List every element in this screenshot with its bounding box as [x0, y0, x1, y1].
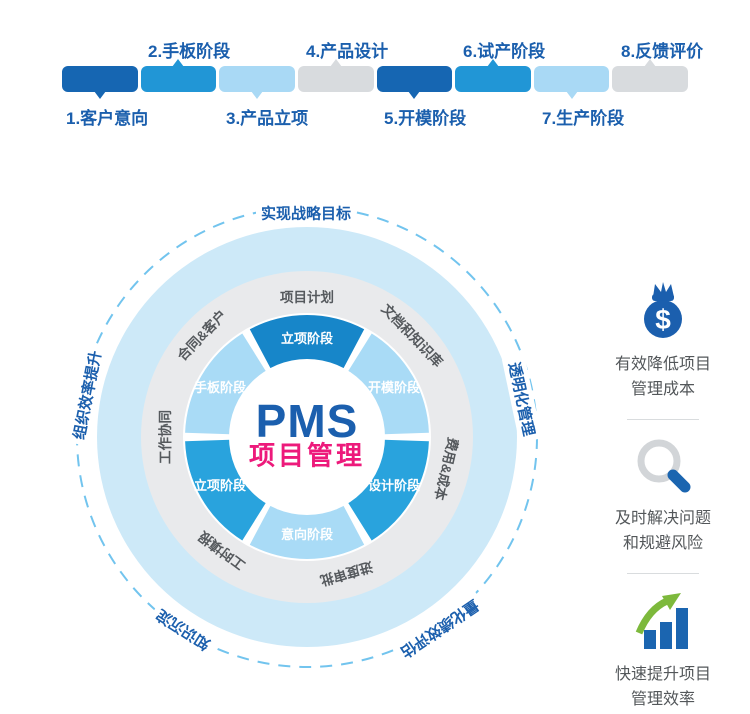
stage-segment-5 — [376, 66, 453, 99]
phase-label: 立项阶段 — [281, 331, 333, 346]
stage-segment-6 — [455, 59, 531, 92]
stage-segment-3 — [219, 66, 295, 99]
phase-label: 设计阶段 — [368, 478, 420, 493]
phase-wedge — [249, 315, 365, 369]
stage-label-3: 3.产品立项 — [226, 109, 309, 128]
phase-wedge — [347, 333, 429, 435]
segment-pointer — [408, 91, 421, 99]
phase-label: 意向阶段 — [281, 527, 333, 542]
phase-wedge — [185, 333, 267, 435]
segment-pointer — [172, 59, 185, 67]
benefits-panel: $ 有效降低项目 管理成本 及时解决问题 和规避风险 快速提升项目 管理效率 — [594, 281, 732, 712]
benefit-line: 和规避风险 — [622, 535, 703, 552]
center-circle — [229, 359, 385, 515]
stage-label-8: 8.反馈评价 — [621, 42, 704, 61]
benefit-cost: $ 有效降低项目 管理成本 — [594, 281, 732, 402]
benefit-line: 管理效率 — [630, 691, 695, 708]
wheel-center-subtitle: 项目管理 — [248, 440, 366, 471]
segment-pointer — [93, 91, 106, 99]
divider — [627, 419, 699, 420]
benefit-efficiency: 快速提升项目 管理效率 — [594, 591, 732, 712]
benefit-caption: 快速提升项目 管理效率 — [594, 662, 732, 712]
process-wheel: 立项阶段 开模阶段 设计阶段 意向阶段 立项阶段 手板阶段 项目计划 文档和知识… — [66, 201, 543, 672]
benefit-risk: 及时解决问题 和规避风险 — [594, 437, 732, 556]
growth-chart-icon — [635, 593, 688, 649]
stage-label-7: 7.生产阶段 — [542, 109, 625, 128]
segment-pointer — [251, 91, 264, 99]
benefit-line: 快速提升项目 — [614, 666, 711, 683]
stage-label-4: 4.产品设计 — [306, 42, 389, 61]
stage-label-1: 1.客户意向 — [66, 109, 149, 128]
stage-label-5: 5.开模阶段 — [384, 109, 467, 128]
divider — [627, 573, 699, 574]
segment-pointer — [644, 59, 657, 67]
segment-pointer — [329, 59, 342, 67]
benefit-line: 及时解决问题 — [614, 510, 711, 527]
phase-label: 立项阶段 — [194, 478, 246, 493]
dollar-glyph: $ — [655, 304, 671, 335]
magnifier-icon — [637, 439, 691, 493]
stage-label-6: 6.试产阶段 — [463, 42, 546, 61]
benefit-line: 有效降低项目 — [614, 356, 711, 373]
stage-segment-7 — [533, 66, 610, 99]
phase-label: 手板阶段 — [194, 380, 246, 395]
benefit-caption: 及时解决问题 和规避风险 — [594, 506, 732, 556]
feature-label: 工作协同 — [157, 410, 173, 464]
segment-pointer — [486, 59, 499, 67]
wheel-center-title: PMS — [255, 395, 359, 447]
stage-segment-4 — [297, 59, 374, 92]
segment-pointer — [565, 91, 578, 99]
stage-segment-8 — [612, 59, 688, 92]
benefit-caption: 有效降低项目 管理成本 — [594, 352, 732, 402]
phase-label: 开模阶段 — [368, 380, 420, 395]
phase-wedge — [347, 439, 429, 541]
wheel-graphic: 立项阶段 开模阶段 设计阶段 意向阶段 立项阶段 手板阶段 项目计划 文档和知识… — [76, 206, 538, 668]
stage-segment-1 — [62, 66, 138, 99]
goal-label-top: 实现战略目标 — [255, 201, 357, 225]
stage-segment-2 — [140, 59, 217, 92]
phase-wedge — [249, 505, 365, 559]
process-timeline — [62, 59, 688, 99]
money-bag-icon: $ — [644, 282, 682, 338]
phase-wedge — [185, 439, 267, 541]
feature-label: 项目计划 — [280, 289, 334, 305]
benefit-line: 管理成本 — [630, 381, 695, 398]
stage-label-2: 2.手板阶段 — [148, 42, 231, 61]
